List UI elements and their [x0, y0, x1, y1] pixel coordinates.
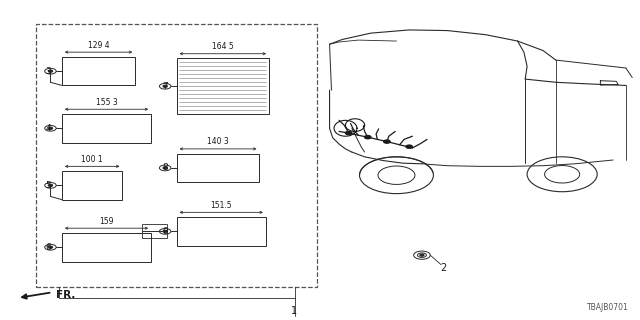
Text: 8: 8: [163, 164, 168, 172]
Text: 7: 7: [163, 82, 168, 91]
Text: 155 3: 155 3: [95, 98, 117, 107]
Bar: [62, 114, 151, 142]
Circle shape: [346, 132, 352, 135]
Text: 100 1: 100 1: [81, 155, 103, 164]
Circle shape: [163, 85, 167, 87]
Text: 159: 159: [99, 217, 114, 226]
Bar: [177, 154, 259, 182]
Text: 5: 5: [45, 181, 51, 190]
Bar: [36, 24, 317, 287]
Circle shape: [163, 230, 167, 232]
Text: 3: 3: [45, 67, 51, 76]
Text: 4: 4: [45, 124, 51, 133]
Text: 164 5: 164 5: [212, 42, 234, 51]
Text: 9: 9: [163, 227, 168, 236]
Text: 140 3: 140 3: [207, 137, 229, 147]
Text: 6: 6: [45, 243, 51, 252]
Circle shape: [420, 254, 424, 256]
Text: 151.5: 151.5: [211, 201, 232, 210]
Circle shape: [49, 246, 52, 248]
Circle shape: [49, 184, 52, 186]
Text: 2: 2: [440, 263, 446, 274]
Text: TBAJB0701: TBAJB0701: [588, 303, 629, 312]
Bar: [177, 59, 269, 114]
Bar: [177, 217, 266, 246]
Circle shape: [49, 70, 52, 72]
Circle shape: [49, 127, 52, 129]
Bar: [62, 57, 135, 85]
Bar: [62, 233, 151, 261]
Bar: [141, 224, 167, 238]
Text: 1: 1: [291, 306, 298, 316]
Text: FR.: FR.: [56, 291, 75, 300]
Circle shape: [406, 145, 412, 148]
Bar: [62, 171, 122, 200]
Circle shape: [163, 167, 167, 169]
Circle shape: [384, 140, 390, 143]
Circle shape: [365, 136, 371, 139]
Text: 129 4: 129 4: [88, 41, 109, 50]
